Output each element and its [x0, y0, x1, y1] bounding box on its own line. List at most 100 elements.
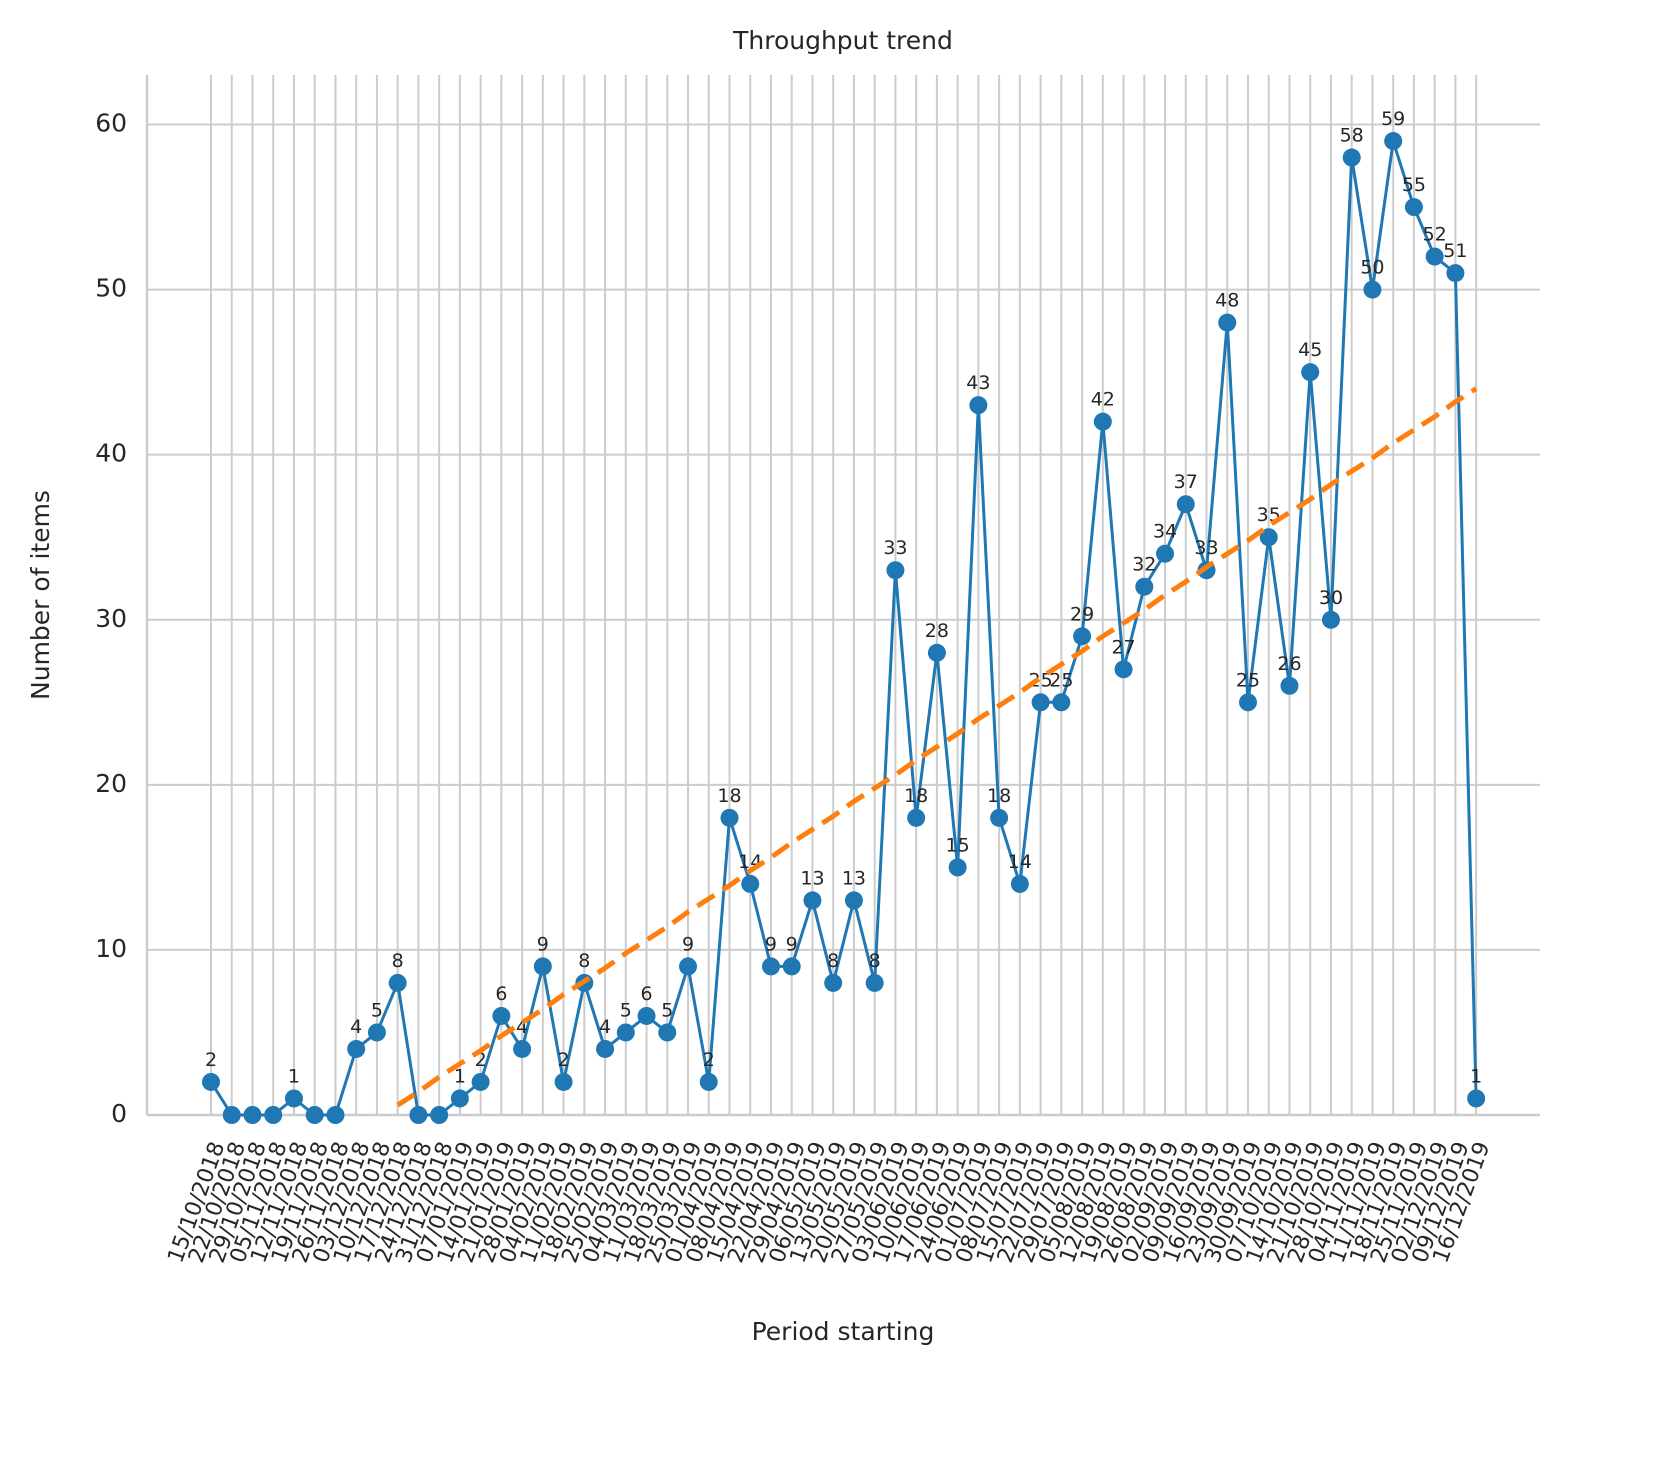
point [1156, 544, 1175, 563]
point [326, 1106, 345, 1124]
point [1342, 148, 1361, 167]
data-label: 9 [765, 933, 777, 955]
point [637, 1006, 656, 1025]
data-label: 4 [350, 1016, 362, 1038]
data-label: 27 [1111, 636, 1135, 658]
data-label: 30 [1319, 587, 1343, 609]
point [1467, 1089, 1486, 1108]
data-label: 5 [661, 999, 673, 1021]
data-label: 58 [1340, 125, 1364, 147]
data-label: 9 [682, 933, 694, 955]
data-label: 34 [1153, 521, 1177, 543]
data-label: 15 [946, 834, 970, 856]
point [1010, 874, 1029, 893]
point [1239, 693, 1257, 712]
y-axis-label: Number of items [26, 490, 55, 700]
point [886, 561, 905, 580]
point [284, 1089, 303, 1108]
point [803, 891, 822, 910]
data-label: 4 [599, 1016, 611, 1038]
data-label: 2 [205, 1049, 217, 1071]
data-label: 9 [786, 933, 798, 955]
y-tick-label: 30 [95, 604, 127, 633]
point [658, 1023, 677, 1042]
data-label: 13 [842, 867, 866, 889]
point [1404, 198, 1423, 217]
data-label: 18 [987, 785, 1011, 807]
point [927, 643, 946, 662]
point [409, 1106, 428, 1124]
point [264, 1106, 283, 1124]
point [243, 1106, 262, 1124]
data-label: 29 [1070, 603, 1094, 625]
data-label: 1 [454, 1065, 466, 1087]
data-label: 1 [288, 1065, 300, 1087]
point [761, 957, 780, 976]
data-label: 18 [717, 785, 741, 807]
y-tick-label: 20 [95, 769, 127, 798]
data-label: 1 [1470, 1065, 1482, 1087]
data-label: 51 [1443, 240, 1467, 262]
point [741, 874, 760, 893]
point [430, 1106, 449, 1124]
data-label: 33 [1194, 537, 1218, 559]
point [616, 1023, 635, 1042]
point [450, 1089, 469, 1108]
data-label: 25 [1029, 669, 1053, 691]
point [596, 1039, 615, 1058]
point [969, 396, 988, 415]
point [990, 808, 1009, 827]
y-tick-label: 40 [95, 439, 127, 468]
point [347, 1039, 366, 1058]
data-label: 8 [869, 950, 881, 972]
data-label: 6 [495, 983, 507, 1005]
point [679, 957, 698, 976]
point [1259, 528, 1278, 547]
point [222, 1106, 241, 1124]
data-label: 43 [966, 372, 990, 394]
data-label: 5 [620, 999, 632, 1021]
data-label: 48 [1215, 290, 1239, 312]
data-label: 33 [883, 537, 907, 559]
point [720, 808, 739, 827]
chart-title: Throughput trend [732, 26, 953, 55]
point [844, 891, 863, 910]
data-label: 13 [800, 867, 824, 889]
y-tick-label: 50 [95, 274, 127, 303]
y-tick-label: 10 [95, 934, 127, 963]
point [1218, 313, 1237, 332]
point [1446, 264, 1465, 283]
point [1301, 363, 1320, 382]
data-label: 28 [925, 620, 949, 642]
point [388, 973, 407, 992]
data-label: 14 [1008, 851, 1032, 873]
data-label: 18 [904, 785, 928, 807]
point [1280, 676, 1299, 695]
data-label: 8 [578, 950, 590, 972]
point [492, 1006, 511, 1025]
data-label: 50 [1360, 257, 1384, 279]
data-label: 25 [1049, 669, 1073, 691]
point [1114, 660, 1133, 679]
y-tick-label: 60 [95, 109, 127, 138]
point [1363, 280, 1382, 299]
data-label: 2 [558, 1049, 570, 1071]
point [202, 1072, 220, 1091]
point [1135, 577, 1154, 596]
point [699, 1072, 718, 1091]
point [533, 957, 552, 976]
point [1425, 247, 1444, 266]
data-label: 52 [1423, 224, 1447, 246]
point [1093, 412, 1112, 431]
point [1384, 132, 1403, 151]
point [782, 957, 801, 976]
data-label: 26 [1277, 653, 1301, 675]
data-label: 9 [537, 933, 549, 955]
point [1031, 693, 1050, 712]
point [824, 973, 843, 992]
data-label: 42 [1091, 389, 1115, 411]
data-label: 8 [392, 950, 404, 972]
point [513, 1039, 532, 1058]
data-label: 8 [827, 950, 839, 972]
